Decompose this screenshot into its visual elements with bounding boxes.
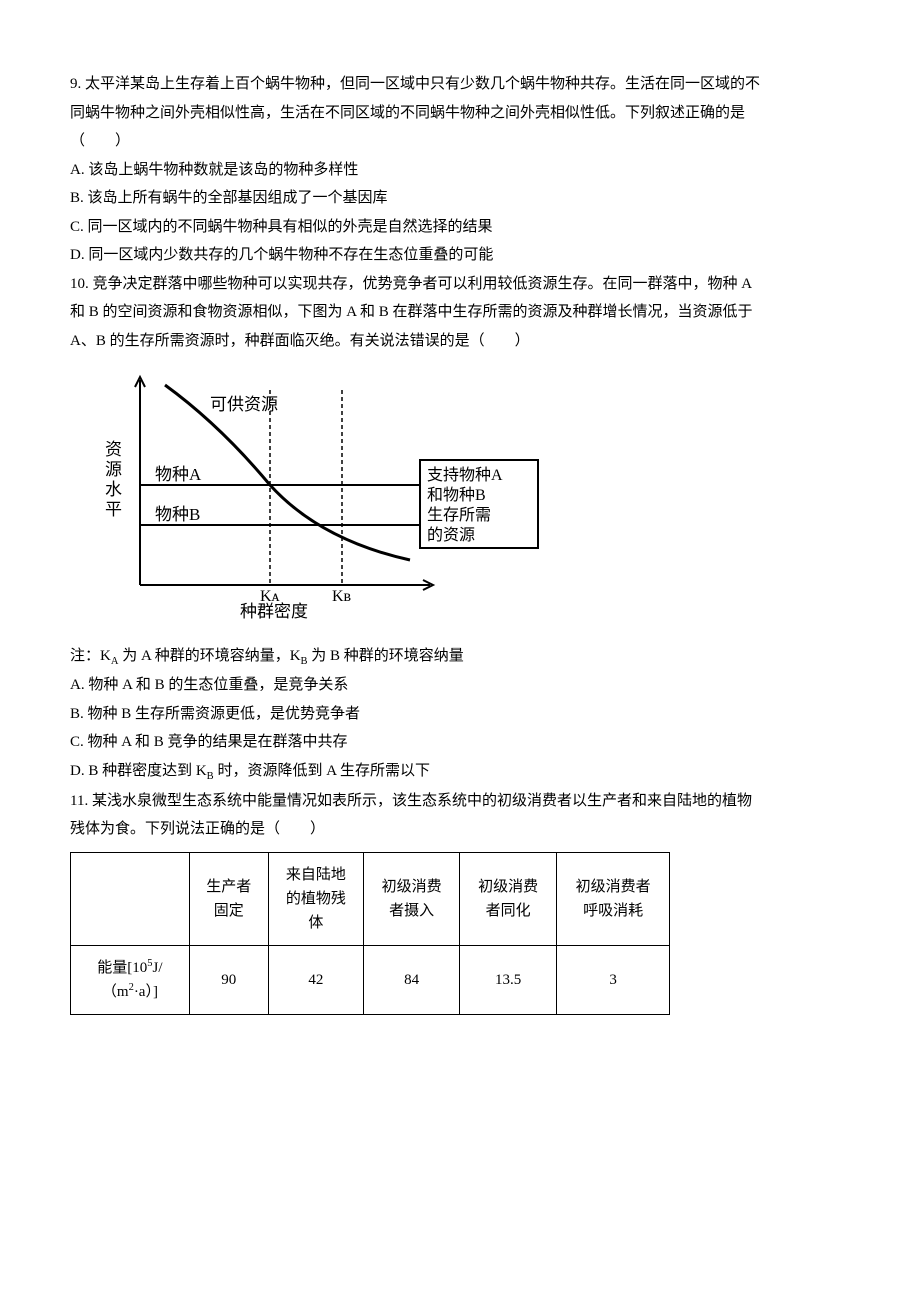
species-a-label: 物种A <box>155 465 202 484</box>
cell-v1: 42 <box>268 945 364 1014</box>
col-debris: 来自陆地的植物残体 <box>268 852 364 945</box>
svg-text:平: 平 <box>105 500 122 519</box>
q10-stem-line2: 和 B 的空间资源和食物资源相似，下图为 A 和 B 在群落中生存所需的资源及种… <box>70 298 850 327</box>
species-b-label: 物种B <box>155 505 200 524</box>
box-line2: 和物种B <box>427 486 486 504</box>
ylabel-text: 资 <box>105 440 122 459</box>
ka-label: Kᴀ <box>260 588 281 605</box>
q10-option-b: B. 物种 B 生存所需资源更低，是优势竞争者 <box>70 700 850 729</box>
cell-v2: 84 <box>364 945 460 1014</box>
box-line4: 的资源 <box>427 526 475 544</box>
q10-note: 注：KA 为 A 种群的环境容纳量，KB 为 B 种群的环境容纳量 <box>70 642 850 672</box>
kb-label: Kʙ <box>332 588 352 605</box>
q10-stem-line1: 10. 竞争决定群落中哪些物种可以实现共存，优势竞争者可以利用较低资源生存。在同… <box>70 270 850 299</box>
curve-label: 可供资源 <box>210 395 278 414</box>
cell-v4: 3 <box>557 945 670 1014</box>
page: 9. 太平洋某岛上生存着上百个蜗牛物种，但同一区域中只有少数几个蜗牛物种共存。生… <box>0 0 920 1075</box>
q9-option-c: C. 同一区域内的不同蜗牛物种具有相似的外壳是自然选择的结果 <box>70 213 850 242</box>
q9-option-b: B. 该岛上所有蜗牛的全部基因组成了一个基因库 <box>70 184 850 213</box>
q9-stem-line1: 9. 太平洋某岛上生存着上百个蜗牛物种，但同一区域中只有少数几个蜗牛物种共存。生… <box>70 70 850 99</box>
q9-option-d: D. 同一区域内少数共存的几个蜗牛物种不存在生态位重叠的可能 <box>70 241 850 270</box>
col-producer: 生产者固定 <box>189 852 268 945</box>
q10-figure: 资 源 水 平 种群密度 物种A 物种B 可供资源 Kᴀ Kʙ <box>70 365 850 636</box>
q9-stem-line2: 同蜗牛物种之间外壳相似性高，生活在不同区域的不同蜗牛物种之间外壳相似性低。下列叙… <box>70 99 850 128</box>
col-assim: 初级消费者同化 <box>459 852 556 945</box>
q10-option-d: D. B 种群密度达到 KB 时，资源降低到 A 生存所需以下 <box>70 757 850 787</box>
q11-stem-line1: 11. 某浅水泉微型生态系统中能量情况如表所示，该生态系统中的初级消费者以生产者… <box>70 787 850 816</box>
row-label: 能量[105J/（m2·a）] <box>71 945 190 1014</box>
box-line1: 支持物种A <box>427 466 503 484</box>
q10-option-c: C. 物种 A 和 B 竞争的结果是在群落中共存 <box>70 728 850 757</box>
q9-stem-line3: （ ） <box>70 127 850 156</box>
resource-curve <box>165 385 410 560</box>
svg-text:水: 水 <box>105 480 122 499</box>
cell-v3: 13.5 <box>459 945 556 1014</box>
box-line3: 生存所需 <box>427 506 491 524</box>
table-row: 能量[105J/（m2·a）] 90 42 84 13.5 3 <box>71 945 670 1014</box>
q10-stem-line3: A、B 的生存所需资源时，种群面临灭绝。有关说法错误的是（ ） <box>70 327 850 356</box>
q10-option-a: A. 物种 A 和 B 的生态位重叠，是竞争关系 <box>70 671 850 700</box>
cell-v0: 90 <box>189 945 268 1014</box>
table-header-row: 生产者固定 来自陆地的植物残体 初级消费者摄入 初级消费者同化 初级消费者呼吸消… <box>71 852 670 945</box>
col-intake: 初级消费者摄入 <box>364 852 460 945</box>
q11-table: 生产者固定 来自陆地的植物残体 初级消费者摄入 初级消费者同化 初级消费者呼吸消… <box>70 852 670 1015</box>
col-resp: 初级消费者呼吸消耗 <box>557 852 670 945</box>
svg-text:源: 源 <box>105 460 122 479</box>
q11-stem-line2: 残体为食。下列说法正确的是（ ） <box>70 815 850 844</box>
q9-option-a: A. 该岛上蜗牛物种数就是该岛的物种多样性 <box>70 156 850 185</box>
